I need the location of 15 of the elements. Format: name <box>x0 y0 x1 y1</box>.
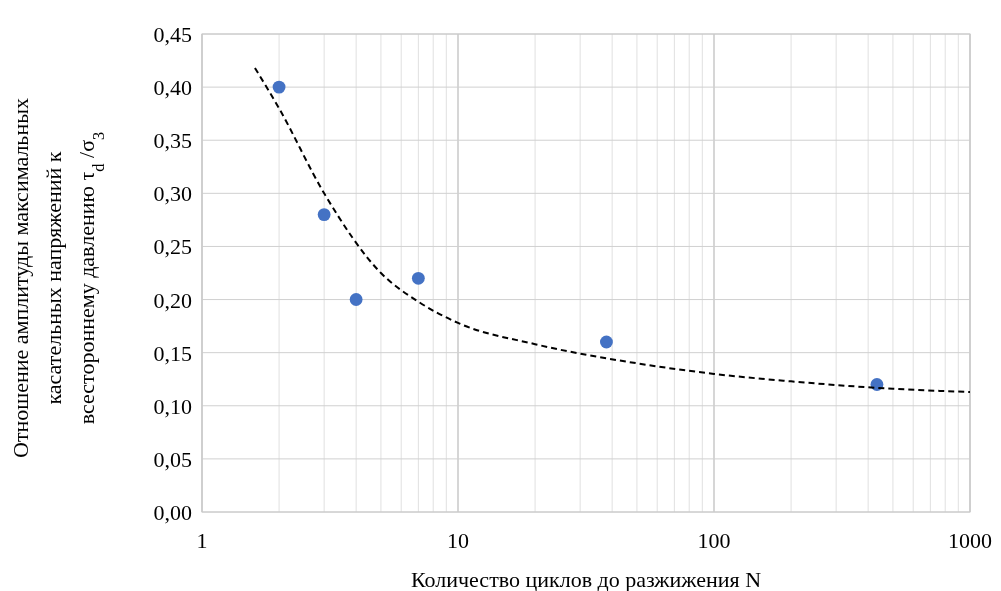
x-tick-label: 10 <box>447 528 469 553</box>
x-tick-label: 100 <box>697 528 731 553</box>
y-tick-label: 0,05 <box>153 446 192 472</box>
y-tick-label: 0,00 <box>153 500 192 525</box>
y-tick-label: 0,30 <box>153 181 192 207</box>
x-axis-title: Количество циклов до разжижения N <box>410 567 762 591</box>
x-tick-label: 1 <box>196 528 208 553</box>
y-tick-label: 0,15 <box>153 340 192 366</box>
y-tick-label: 0,25 <box>153 234 192 260</box>
y-tick-label: 0,40 <box>153 75 192 101</box>
y-tick-label: 0,45 <box>153 22 192 47</box>
y-tick-label: 0,20 <box>153 287 192 313</box>
x-tick-label: 1000 <box>948 528 992 553</box>
y-tick-label: 0,35 <box>153 128 192 154</box>
y-tick-label: 0,10 <box>153 393 192 419</box>
